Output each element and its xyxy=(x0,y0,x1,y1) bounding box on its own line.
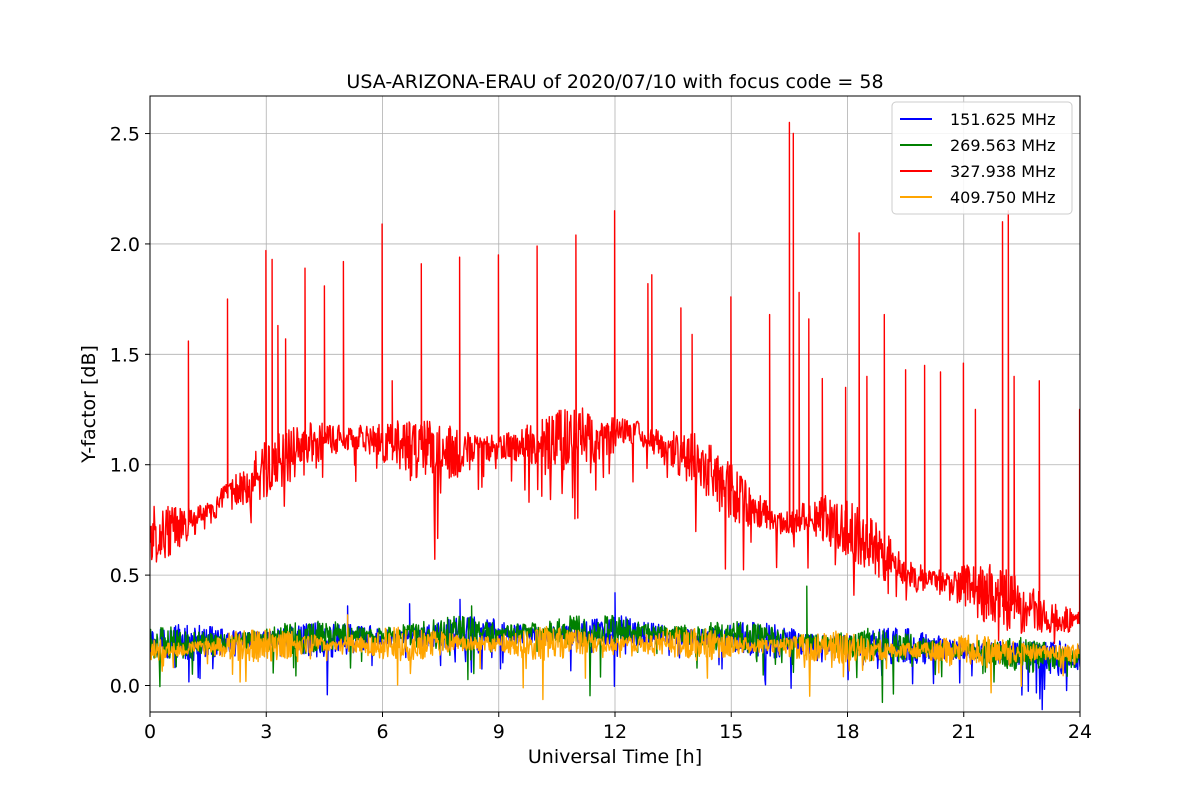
legend-label: 409.750 MHz xyxy=(950,188,1055,207)
x-tick-label: 0 xyxy=(144,721,156,743)
x-tick-label: 3 xyxy=(260,721,272,743)
y-tick-label: 1.5 xyxy=(110,344,140,366)
y-tick-label: 0.5 xyxy=(110,565,140,587)
series-layer xyxy=(150,121,1080,711)
x-tick-label: 24 xyxy=(1068,721,1092,743)
series-line-327-938-mhz xyxy=(150,121,1080,645)
x-tick-label: 12 xyxy=(603,721,627,743)
legend-label: 269.563 MHz xyxy=(950,136,1055,155)
y-tick-label: 0.0 xyxy=(110,676,140,698)
ticks: 0 3 6 9 12 15 18 21 24 0.0 0.5 1.0 1.5 2.0 2.5 xyxy=(110,124,1092,743)
x-tick-label: 9 xyxy=(493,721,505,743)
y-tick-label: 2.5 xyxy=(110,124,140,146)
x-tick-label: 18 xyxy=(835,721,859,743)
legend: 151.625 MHz 269.563 MHz 327.938 MHz 409.750… xyxy=(891,101,1073,215)
legend-box xyxy=(891,101,1073,215)
x-tick-label: 21 xyxy=(952,721,976,743)
legend-label: 327.938 MHz xyxy=(950,162,1055,181)
chart-title: USA-ARIZONA-ERAU of 2020/07/10 with focu… xyxy=(346,71,883,93)
y-axis-label: Y-factor [dB] xyxy=(78,345,100,464)
y-tick-label: 1.0 xyxy=(110,455,140,477)
series-line-409-750-mhz xyxy=(150,614,1080,701)
y-tick-label: 2.0 xyxy=(110,234,140,256)
x-axis-label: Universal Time [h] xyxy=(528,746,702,768)
legend-label: 151.625 MHz xyxy=(950,110,1055,129)
x-tick-label: 6 xyxy=(376,721,388,743)
x-tick-label: 15 xyxy=(719,721,743,743)
